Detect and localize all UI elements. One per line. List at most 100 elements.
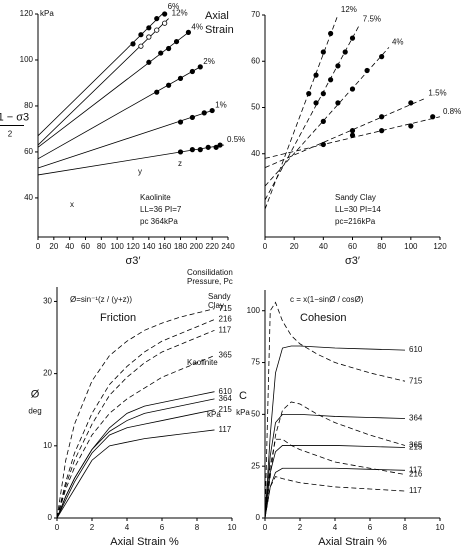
y-label-bottom: 2 (8, 130, 13, 139)
curve (264, 438, 406, 519)
fit-line (264, 97, 426, 168)
y-tick-label: 100 (20, 55, 34, 64)
curve (56, 391, 215, 519)
point (177, 149, 184, 155)
point (146, 25, 152, 31)
curve (56, 319, 215, 519)
series-label: 715 (219, 304, 233, 313)
series-label: 715 (409, 376, 423, 385)
curve (264, 413, 406, 519)
point (408, 123, 414, 129)
x-tick-label: 20 (49, 242, 58, 251)
curve (264, 401, 406, 519)
curve (56, 308, 215, 519)
series-label: 12% (341, 5, 357, 14)
x-tick-label: 20 (290, 242, 299, 251)
x-axis-label: Axial Strain % (318, 536, 387, 548)
annotation: Friction (100, 312, 136, 324)
y-tick-label: 0 (256, 513, 261, 522)
x-tick-label: 160 (158, 242, 172, 251)
fit-line (37, 32, 189, 148)
series-label: 0.5% (227, 135, 245, 144)
point (306, 91, 312, 97)
fit-line (264, 24, 361, 201)
series-label: 6% (168, 2, 180, 11)
point (320, 49, 326, 55)
curve (264, 476, 406, 519)
curve (264, 467, 406, 519)
point (154, 15, 160, 22)
series-label: 4% (392, 37, 404, 46)
series-label: 117 (409, 486, 422, 495)
point (177, 119, 184, 125)
y-tick-label: 70 (251, 10, 260, 19)
series-label: 216 (409, 470, 423, 479)
curve (264, 301, 406, 519)
annotation: Consilidation (187, 268, 233, 277)
y-tick-label: 50 (251, 103, 260, 112)
fit-line (37, 110, 213, 169)
x-tick-label: 10 (228, 523, 237, 532)
point (408, 100, 414, 106)
point (379, 54, 385, 60)
point (213, 144, 219, 150)
point (154, 27, 160, 33)
series-label: 117 (219, 325, 232, 334)
annotation: Clay (208, 301, 224, 310)
annotation: Strain (205, 24, 234, 36)
point (138, 32, 144, 38)
point (320, 118, 326, 124)
curve (56, 409, 215, 519)
annotation: Axial (205, 10, 229, 22)
series-label: 215 (219, 405, 233, 414)
point (430, 114, 436, 120)
fit-line (264, 47, 390, 187)
fit-line (37, 66, 201, 160)
point (177, 75, 184, 81)
x-tick-label: 120 (433, 242, 447, 251)
series-label: 364 (219, 394, 233, 403)
annotation: Sandy (208, 292, 231, 301)
y-tick-label: 20 (43, 369, 52, 378)
y-tick-label: 80 (24, 101, 33, 110)
x-tick-label: 200 (190, 242, 204, 251)
x-tick-label: 100 (404, 242, 418, 251)
point (328, 30, 334, 37)
x-tick-label: 60 (348, 242, 357, 251)
series-label: 0.8% (443, 107, 461, 116)
x-tick-label: 180 (174, 242, 188, 251)
x-tick-label: 10 (436, 523, 445, 532)
x-axis-label: Axial Strain % (110, 536, 179, 548)
x-tick-label: 100 (110, 242, 124, 251)
annotation: Kaolinite (187, 358, 218, 367)
series-label: 364 (409, 414, 423, 423)
x-tick-label: 4 (333, 523, 338, 532)
annotation: pc=216kPa (335, 217, 376, 226)
point (335, 63, 341, 69)
curve (56, 429, 215, 519)
annotation: LL=30 PI=14 (335, 205, 381, 214)
x-tick-label: 6 (160, 523, 165, 532)
series-label: 610 (219, 387, 233, 396)
fit-line (37, 18, 169, 146)
point (185, 29, 192, 35)
series-label: 610 (409, 345, 423, 354)
x-tick-label: 60 (81, 242, 90, 251)
y-label-top: σ1 − σ3 (0, 111, 29, 123)
point (349, 86, 356, 92)
point (205, 144, 211, 150)
point (130, 41, 136, 47)
point (173, 38, 180, 45)
point (320, 91, 326, 97)
point (349, 35, 356, 41)
y-label-bottom: deg (28, 407, 41, 416)
annotation: Ø=sin⁻¹(z / (y+z)) (70, 295, 132, 304)
point (162, 11, 168, 17)
point (201, 110, 207, 116)
y-unit: kPa (40, 9, 54, 18)
x-tick-label: 80 (377, 242, 386, 251)
annotation: c = x(1−sinØ / cosØ) (290, 295, 364, 304)
annotation: Kaolinite (140, 193, 171, 202)
series-label: 365 (409, 441, 423, 450)
x-axis-label: σ3′ (126, 255, 141, 267)
